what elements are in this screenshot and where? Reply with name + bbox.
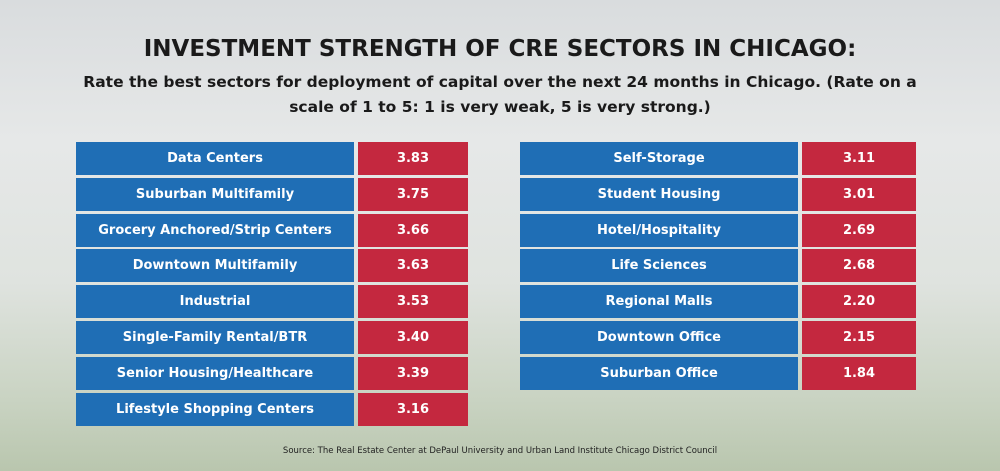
sector-name: Single-Family Rental/BTR [76, 321, 354, 354]
sector-name: Downtown Office [520, 321, 798, 354]
sector-name: Regional Malls [520, 285, 798, 319]
sector-rating: 3.39 [358, 356, 468, 390]
sector-rating: 2.69 [802, 213, 916, 247]
sector-rating: 3.75 [358, 177, 468, 211]
sector-rating: 1.84 [802, 356, 916, 390]
subtitle: Rate the best sectors for deployment of … [83, 73, 917, 116]
sector-name: Self-Storage [520, 142, 798, 175]
sector-rating: 3.66 [358, 213, 468, 247]
sector-rating: 3.83 [358, 142, 468, 175]
sector-rating: 3.53 [358, 285, 468, 319]
title: INVESTMENT STRENGTH OF CRE SECTORS IN CH… [143, 36, 857, 62]
sector-name: Suburban Office [520, 356, 798, 390]
sector-rating: 2.68 [802, 249, 916, 283]
sector-rating: 3.11 [802, 142, 916, 175]
sector-rating: 3.16 [358, 392, 468, 426]
sector-rating: 3.40 [358, 321, 468, 354]
sector-rating: 3.01 [802, 177, 916, 211]
sector-rating: 2.20 [802, 285, 916, 319]
source: Source: The Real Estate Center at DePaul… [282, 446, 718, 456]
sector-name: Data Centers [76, 142, 354, 175]
sector-name: Student Housing [520, 177, 798, 211]
sector-name: Lifestyle Shopping Centers [76, 392, 354, 426]
sector-name: Hotel/Hospitality [520, 213, 798, 247]
sector-rating: 2.15 [802, 321, 916, 354]
sector-name: Grocery Anchored/Strip Centers [76, 213, 354, 247]
sector-name: Life Sciences [520, 249, 798, 283]
sector-name: Senior Housing/Healthcare [76, 356, 354, 390]
sector-name: Industrial [76, 285, 354, 319]
sector-name: Downtown Multifamily [76, 249, 354, 283]
sector-name: Suburban Multifamily [76, 177, 354, 211]
sector-rating: 3.63 [358, 249, 468, 283]
